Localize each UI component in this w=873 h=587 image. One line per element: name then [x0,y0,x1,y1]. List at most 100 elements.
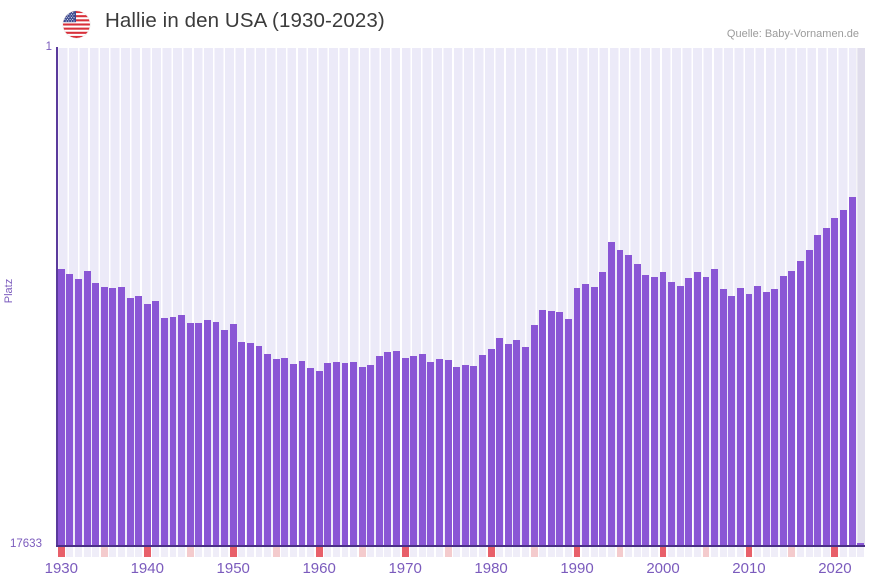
tick-minor [599,547,607,557]
bar [332,361,340,545]
tick-minor [805,547,813,557]
bar [212,322,220,545]
bar [264,353,272,545]
bar [118,287,125,545]
bar [599,271,607,545]
bar [496,337,504,545]
bar [659,271,667,545]
tick-mid [788,547,796,557]
bar [169,317,177,545]
tick-minor [118,547,125,557]
x-axis-tick-label: 1990 [560,560,594,577]
bar [590,287,598,545]
bar [350,361,357,545]
bar [186,323,194,545]
tick-minor [418,547,426,557]
tick-minor [393,547,400,557]
tick-minor [161,547,168,557]
bar [161,317,168,545]
tick-major [659,547,667,557]
tick-minor [840,547,847,557]
page-title: Hallie in den USA (1930-2023) [105,9,385,32]
bar [762,292,770,545]
tick-minor [307,547,314,557]
tick-minor [66,547,74,557]
tick-minor [135,547,143,557]
bar [358,367,366,545]
tick-minor [178,547,186,557]
source-label: Quelle: Baby-Vornamen.de [726,28,859,40]
bar [109,287,117,545]
bar [530,324,538,545]
bar [479,355,486,545]
bar [522,347,529,545]
plot-area [57,48,865,545]
x-axis-tick-labels: 1930 1940 1950 1960 1970 1980 1990 2000 2010 2020 [0,560,873,584]
bar [152,301,160,545]
bar [427,362,435,545]
tick-minor [822,547,830,557]
bar [547,310,555,545]
tick-minor [350,547,357,557]
tick-minor [324,547,332,557]
bar [289,364,297,545]
tick-minor [126,547,134,557]
bar [565,318,572,545]
bar [487,349,495,545]
bar [238,341,246,545]
tick-minor [375,547,383,557]
bar [719,288,727,545]
y-axis-tick-top: 1 [45,41,52,53]
tick-minor [582,547,590,557]
bar [788,270,796,545]
tick-minor [289,547,297,557]
bar [126,298,134,545]
x-axis-line [56,545,865,547]
bar [582,284,590,545]
tick-minor [169,547,177,557]
bar [66,274,74,545]
tick-minor [719,547,727,557]
bar [315,370,323,545]
bar [625,254,633,545]
tick-major [315,547,323,557]
tick-minor [195,547,203,557]
tick-minor [857,547,865,557]
bar [702,276,710,545]
tick-major [143,547,151,557]
x-axis-tick-strip [57,547,865,557]
tick-minor [504,547,512,557]
bar [857,543,865,545]
tick-minor [341,547,349,557]
x-axis-tick-label: 2020 [818,560,852,577]
bar [100,287,108,545]
bar [453,367,461,545]
bar [513,340,521,545]
tick-minor [762,547,770,557]
bar [840,210,847,545]
future-shaded-region [856,48,865,545]
tick-major [487,547,495,557]
bar [685,278,693,545]
bar [375,356,383,545]
tick-minor [633,547,641,557]
y-axis-title: Platz [3,278,15,304]
tick-major [831,547,839,557]
bar [436,358,443,545]
tick-minor [676,547,684,557]
bar [461,364,469,545]
bar [470,366,478,545]
bar [178,315,186,545]
tick-minor [607,547,615,557]
tick-minor [427,547,435,557]
tick-minor [255,547,263,557]
bar [771,289,779,545]
bar [75,279,82,545]
bar [298,360,306,545]
tick-minor [848,547,856,557]
bar [642,274,650,545]
tick-minor [461,547,469,557]
bar [711,268,718,545]
tick-major [57,547,65,557]
